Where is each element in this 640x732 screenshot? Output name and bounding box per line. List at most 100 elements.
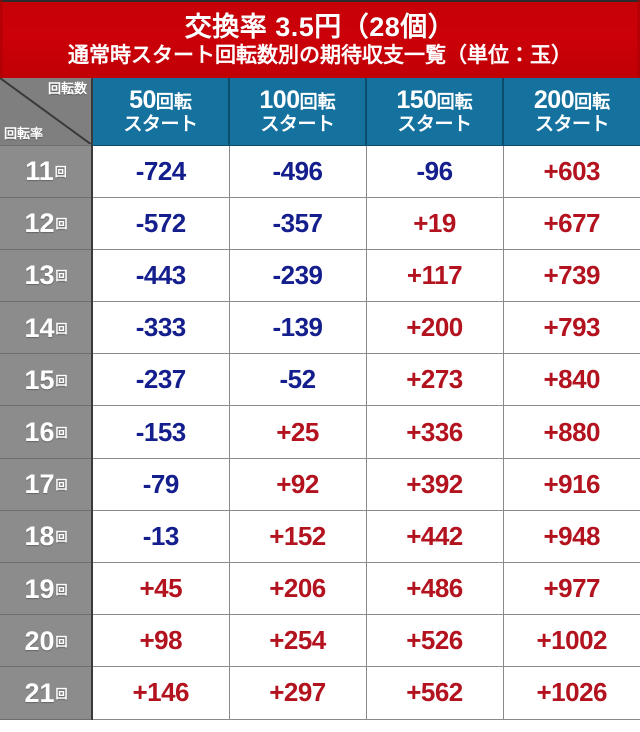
value-cell: -153: [91, 405, 229, 459]
row-label-cell: 14回: [0, 301, 93, 355]
table-body: 11回 -724 -496 -96 +603 12回 -572 -357 +19 +677 13回 -…: [0, 145, 640, 720]
value-cell: -443: [91, 249, 229, 303]
table-row: 15回 -237 -52 +273 +840: [0, 353, 640, 407]
value-cell: +442: [365, 510, 503, 564]
row-label-cell: 19回: [0, 562, 93, 616]
value-cell: -13: [91, 510, 229, 564]
row-label-unit: 回: [55, 582, 68, 597]
table-head: 回転数 回転率 50回転 スタート 100回転 スタート: [0, 78, 640, 146]
row-label-number: 19: [24, 573, 55, 604]
row-label-cell: 12回: [0, 197, 93, 250]
column-header-200-number: 200: [533, 85, 575, 114]
row-label-number: 13: [24, 260, 55, 291]
column-header-150-line2: スタート: [397, 113, 472, 135]
column-header-150: 150回転 スタート: [365, 78, 503, 146]
row-label-unit: 回: [55, 686, 68, 701]
row-label-cell: 18回: [0, 510, 93, 564]
value-cell: +603: [502, 145, 640, 198]
value-cell: +948: [502, 510, 640, 564]
column-header-50-unit: 回転: [155, 91, 192, 112]
value-cell: +254: [228, 614, 366, 668]
value-cell: +486: [365, 562, 503, 616]
row-label-cell: 20回: [0, 614, 93, 668]
row-label-number: 18: [24, 521, 55, 552]
row-label-cell: 13回: [0, 249, 93, 303]
value-cell: +200: [365, 301, 503, 355]
value-cell: +336: [365, 405, 503, 459]
table-row: 19回 +45 +206 +486 +977: [0, 562, 640, 616]
value-cell: +739: [502, 249, 640, 303]
value-cell: +916: [502, 458, 640, 511]
header-row: 回転数 回転率 50回転 スタート 100回転 スタート: [0, 78, 640, 146]
row-label-unit: 回: [55, 269, 68, 284]
value-cell: +117: [365, 249, 503, 303]
row-label-number: 15: [24, 364, 55, 395]
row-label-number: 17: [24, 469, 55, 500]
table-row: 21回 +146 +297 +562 +1026: [0, 666, 640, 720]
value-cell: -357: [228, 197, 366, 250]
title-banner: 交換率 3.5円（28個） 通常時スタート回転数別の期待収支一覧（単位：玉）: [0, 0, 640, 78]
row-label-unit: 回: [55, 634, 68, 649]
column-header-200-unit: 回転: [574, 91, 611, 112]
expected-balance-table-wrap: 回転数 回転率 50回転 スタート 100回転 スタート: [0, 78, 640, 720]
value-cell: +880: [502, 405, 640, 459]
row-label-cell: 16回: [0, 405, 93, 459]
table-row: 14回 -333 -139 +200 +793: [0, 301, 640, 355]
value-cell: +677: [502, 197, 640, 250]
value-cell: +1026: [502, 666, 640, 720]
row-label-number: 21: [24, 677, 55, 708]
value-cell: -139: [228, 301, 366, 355]
value-cell: -572: [91, 197, 229, 250]
expected-balance-table: 回転数 回転率 50回転 スタート 100回転 スタート: [0, 78, 640, 720]
row-label-number: 16: [24, 417, 55, 448]
column-header-150-line1: 150回転: [367, 85, 502, 116]
row-label-cell: 11回: [0, 145, 93, 198]
corner-header-cell: 回転数 回転率: [0, 78, 93, 146]
row-label-unit: 回: [55, 530, 68, 545]
value-cell: +273: [365, 353, 503, 407]
bottom-spacer: [0, 719, 640, 730]
column-header-200-line1: 200回転: [504, 85, 640, 116]
row-label-cell: 15回: [0, 353, 93, 407]
row-label-cell: 21回: [0, 666, 93, 720]
table-row: 12回 -572 -357 +19 +677: [0, 197, 640, 250]
value-cell: +45: [91, 562, 229, 616]
page-title: 交換率 3.5円（28個）: [184, 11, 456, 42]
value-cell: +562: [365, 666, 503, 720]
table-row: 20回 +98 +254 +526 +1002: [0, 614, 640, 668]
table-row: 11回 -724 -496 -96 +603: [0, 145, 640, 198]
diagonal-divider-icon: [0, 78, 90, 144]
value-cell: +297: [228, 666, 366, 720]
value-cell: -237: [91, 353, 229, 407]
value-cell: +840: [502, 353, 640, 407]
value-cell: +526: [365, 614, 503, 668]
value-cell: -239: [228, 249, 366, 303]
column-header-100: 100回転 スタート: [228, 78, 366, 146]
value-cell: +98: [91, 614, 229, 668]
corner-label-rows: 回転率: [4, 125, 44, 141]
column-header-50-line1: 50回転: [93, 85, 228, 116]
corner-label-columns: 回転数: [47, 81, 87, 96]
column-header-100-number: 100: [259, 85, 300, 114]
row-label-unit: 回: [54, 165, 67, 180]
column-header-200-line2: スタート: [534, 113, 610, 135]
row-label-number: 12: [24, 208, 55, 239]
value-cell: +19: [365, 197, 503, 250]
column-header-50-number: 50: [129, 85, 156, 114]
column-header-50: 50回転 スタート: [91, 78, 229, 146]
value-cell: -496: [228, 145, 366, 198]
value-cell: -333: [91, 301, 229, 355]
value-cell: -79: [91, 458, 229, 511]
column-header-50-line2: スタート: [123, 113, 198, 135]
column-header-100-line1: 100回転: [230, 85, 365, 116]
row-label-cell: 17回: [0, 458, 93, 511]
row-label-unit: 回: [55, 478, 68, 493]
page-subtitle: 通常時スタート回転数別の期待収支一覧（単位：玉）: [68, 43, 572, 67]
value-cell: -96: [365, 145, 503, 198]
column-header-150-number: 150: [396, 85, 437, 114]
value-cell: -52: [228, 353, 366, 407]
table-row: 18回 -13 +152 +442 +948: [0, 510, 640, 564]
value-cell: +206: [228, 562, 366, 616]
table-row: 13回 -443 -239 +117 +739: [0, 249, 640, 303]
